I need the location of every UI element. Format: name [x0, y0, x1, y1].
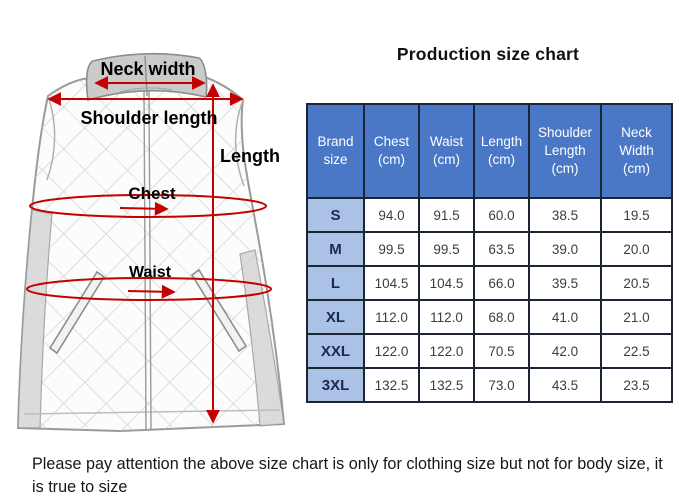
- table-row: M 99.5 99.5 63.5 39.0 20.0: [306, 231, 673, 267]
- table-row: S 94.0 91.5 60.0 38.5 19.5: [306, 197, 673, 233]
- measurement-cell: 63.5: [473, 231, 530, 267]
- left-side-panel: [17, 209, 53, 429]
- measurement-cell: 99.5: [418, 231, 475, 267]
- table-row: XL 112.0 112.0 68.0 41.0 21.0: [306, 299, 673, 335]
- vest-body: [16, 74, 286, 433]
- measurement-cell: 22.5: [600, 333, 673, 369]
- measurement-cell: 70.5: [473, 333, 530, 369]
- footnote: Please pay attention the above size char…: [32, 455, 663, 497]
- brand-size-cell: L: [306, 265, 365, 301]
- measurement-cell: 122.0: [363, 333, 420, 369]
- brand-size-cell: S: [306, 197, 365, 233]
- measurement-cell: 132.5: [418, 367, 475, 403]
- brand-size-cell: M: [306, 231, 365, 267]
- measurement-cell: 20.0: [600, 231, 673, 267]
- measurement-cell: 23.5: [600, 367, 673, 403]
- measurement-cell: 39.5: [528, 265, 602, 301]
- diagram-labels: Neck width Shoulder length Length Chest …: [81, 59, 281, 281]
- table-row: L 104.5 104.5 66.0 39.5 20.5: [306, 265, 673, 301]
- waist-label: Waist: [129, 264, 172, 281]
- zipper: [143, 89, 152, 431]
- measurement-cell: 38.5: [528, 197, 602, 233]
- shoulder-length-label: Shoulder length: [81, 108, 218, 128]
- measurement-cell: 91.5: [418, 197, 475, 233]
- size-table: Brand size Chest (cm) Waist (cm) Length …: [306, 103, 673, 403]
- measurement-cell: 99.5: [363, 231, 420, 267]
- measurement-cell: 41.0: [528, 299, 602, 335]
- vest-illustration: Neck width Shoulder length Length Chest …: [16, 52, 286, 433]
- chest-arrow: [119, 201, 169, 216]
- measurement-cell: 19.5: [600, 197, 673, 233]
- measurement-cell: 42.0: [528, 333, 602, 369]
- chest-girth-ellipse: [29, 194, 267, 218]
- measurement-cell: 132.5: [363, 367, 420, 403]
- header-row: Brand size Chest (cm) Waist (cm) Length …: [306, 103, 673, 199]
- waist-arrow: [127, 284, 176, 299]
- measurement-cell: 73.0: [473, 367, 530, 403]
- measurement-cell: 68.0: [473, 299, 530, 335]
- measurement-cell: 94.0: [363, 197, 420, 233]
- measurement-cell: 104.5: [363, 265, 420, 301]
- chest-label: Chest: [128, 184, 176, 203]
- brand-size-cell: XL: [306, 299, 365, 335]
- right-side-panel: [239, 249, 285, 427]
- measurement-cell: 66.0: [473, 265, 530, 301]
- measurement-cell: 20.5: [600, 265, 673, 301]
- brand-size-cell: 3XL: [306, 367, 365, 403]
- header-neck-width: Neck Width (cm): [600, 103, 673, 199]
- measurement-cell: 21.0: [600, 299, 673, 335]
- table-row: 3XL 132.5 132.5 73.0 43.5 23.5: [306, 367, 673, 403]
- header-waist: Waist (cm): [418, 103, 475, 199]
- measurement-cell: 60.0: [473, 197, 530, 233]
- header-chest: Chest (cm): [363, 103, 420, 199]
- measurement-cell: 39.0: [528, 231, 602, 267]
- neck-width-label: Neck width: [100, 59, 195, 79]
- vest-diagram: Neck width Shoulder length Length Chest …: [0, 38, 302, 456]
- measurement-cell: 112.0: [363, 299, 420, 335]
- measurement-cell: 104.5: [418, 265, 475, 301]
- measurement-cell: 122.0: [418, 333, 475, 369]
- brand-size-cell: XXL: [306, 333, 365, 369]
- measurement-cell: 43.5: [528, 367, 602, 403]
- table-row: XXL 122.0 122.0 70.5 42.0 22.5: [306, 333, 673, 369]
- header-shoulder-length: Shoulder Length (cm): [528, 103, 602, 199]
- page-title: Production size chart: [396, 44, 580, 64]
- measurement-cell: 112.0: [418, 299, 475, 335]
- waist-girth-ellipse: [26, 277, 272, 301]
- size-table-body: S 94.0 91.5 60.0 38.5 19.5 M 99.5 99.5 63.5 39.0 20…: [306, 197, 673, 403]
- header-brand-size: Brand size: [306, 103, 365, 199]
- measurement-annotations: [26, 76, 272, 424]
- length-label: Length: [220, 146, 280, 166]
- header-length: Length (cm): [473, 103, 530, 199]
